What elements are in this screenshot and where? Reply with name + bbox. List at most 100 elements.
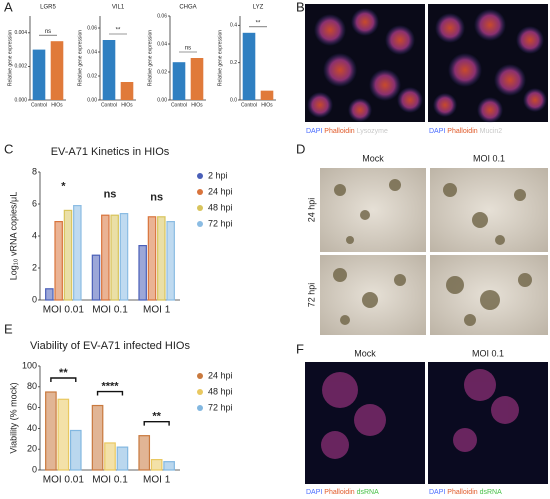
y-tick-label: 0.06 — [87, 25, 97, 31]
image-caption: DAPI Phalloidin dsRNA — [306, 489, 379, 496]
bar — [73, 205, 82, 301]
y-tick-label: 0.000 — [14, 97, 27, 103]
bar — [190, 58, 204, 100]
x-tick-label: Control — [171, 102, 187, 108]
y-tick-label: 2 — [32, 262, 37, 272]
annotation: ** — [256, 20, 261, 26]
y-tick-label: 0.004 — [14, 30, 27, 36]
bar — [63, 209, 73, 301]
x-tick-label: MOI 0.01 — [43, 475, 85, 486]
legend-marker — [197, 173, 203, 179]
legend-label: 24 hpi — [208, 370, 233, 380]
legend-marker — [197, 389, 203, 395]
bar — [116, 446, 129, 471]
image-f — [305, 362, 548, 484]
annotation: ns — [104, 189, 117, 201]
x-tick-label: MOI 1 — [143, 305, 171, 316]
x-tick-label: MOI 0.1 — [92, 475, 128, 486]
bar — [91, 254, 101, 301]
chart-title: LGR5 — [40, 5, 56, 11]
y-tick-label: 100 — [22, 360, 37, 370]
legend-label: 72 hpi — [208, 218, 233, 228]
bar — [157, 216, 166, 301]
caption-word: Phalloidin — [447, 489, 477, 496]
x-tick-label: HIOs — [121, 102, 133, 108]
bar — [57, 398, 70, 471]
bar — [45, 391, 57, 471]
caption-word: DAPI — [429, 128, 445, 135]
x-tick-label: Control — [241, 102, 257, 108]
x-tick-label: MOI 0.01 — [43, 305, 85, 316]
annotation: **** — [101, 380, 119, 392]
x-tick-label: Control — [31, 102, 47, 108]
y-tick-label: 0.00 — [87, 97, 97, 103]
panel-letter: E — [4, 321, 13, 336]
y-tick-label: 8 — [32, 166, 37, 176]
bar — [120, 82, 134, 100]
legend-marker — [197, 373, 203, 379]
y-tick-label: 0.0 — [230, 97, 237, 103]
bar — [104, 442, 116, 471]
chart-title: Viability of EV-A71 infected HIOs — [30, 340, 190, 352]
caption-word: dsRNA — [480, 489, 503, 496]
bar — [163, 461, 175, 471]
chart-title: LYZ — [253, 5, 264, 11]
panel-letter: B — [296, 0, 305, 14]
bar — [138, 245, 147, 301]
bracket — [50, 377, 77, 382]
image-caption: DAPI Phalloidin dsRNA — [429, 489, 502, 496]
bar — [101, 214, 110, 301]
y-tick-label: 0.002 — [14, 64, 27, 70]
image-caption: DAPI Phalloidin Mucin2 — [429, 128, 502, 135]
y-axis-label: Viability (% mock) — [8, 382, 18, 453]
y-axis-label: Log₁₀ vRNA copies/μL — [8, 192, 18, 281]
legend-marker — [197, 205, 203, 211]
caption-word: DAPI — [306, 128, 322, 135]
annotation: ** — [152, 411, 161, 423]
caption-word: dsRNA — [357, 489, 380, 496]
bar — [32, 49, 46, 100]
bar — [147, 216, 157, 301]
annotation: ** — [59, 367, 68, 379]
row-label: 72 hpi — [306, 283, 316, 308]
y-tick-label: 0.00 — [157, 97, 167, 103]
annotation: ns — [185, 46, 191, 52]
y-tick-label: 0.06 — [157, 13, 167, 19]
legend-label: 48 hpi — [208, 202, 233, 212]
bar — [172, 62, 186, 100]
y-tick-label: 60 — [27, 402, 37, 412]
caption-word: Mucin2 — [480, 128, 503, 135]
bar — [91, 404, 104, 471]
y-tick-label: 0.2 — [230, 60, 237, 66]
bar — [50, 41, 64, 100]
image-d — [320, 168, 548, 335]
legend-marker — [197, 221, 203, 227]
bar — [242, 32, 256, 100]
chart-title: CHGA — [179, 5, 196, 11]
bar — [110, 214, 119, 301]
annotation: ** — [116, 28, 121, 34]
y-tick-label: 0.04 — [87, 49, 97, 55]
y-tick-label: 0.02 — [157, 69, 167, 75]
y-tick-label: 20 — [27, 444, 37, 454]
legend-label: 24 hpi — [208, 186, 233, 196]
caption-word: Phalloidin — [324, 128, 354, 135]
caption-word: Phalloidin — [447, 128, 477, 135]
y-tick-label: 40 — [27, 423, 37, 433]
bracket — [96, 390, 124, 396]
bar — [54, 221, 63, 301]
bar — [69, 429, 82, 471]
legend-marker — [197, 189, 203, 195]
bar — [150, 459, 163, 471]
annotation: ns — [150, 192, 163, 204]
y-tick-label: 6 — [32, 198, 37, 208]
bar — [45, 288, 54, 301]
legend-label: 48 hpi — [208, 386, 233, 396]
legend-marker — [197, 405, 203, 411]
y-axis-label: Relative gene expression — [77, 30, 83, 86]
chart-title: VIL1 — [112, 5, 125, 11]
caption-word: DAPI — [306, 489, 322, 496]
x-tick-label: MOI 0.1 — [92, 305, 128, 316]
y-tick-label: 0 — [32, 294, 37, 304]
